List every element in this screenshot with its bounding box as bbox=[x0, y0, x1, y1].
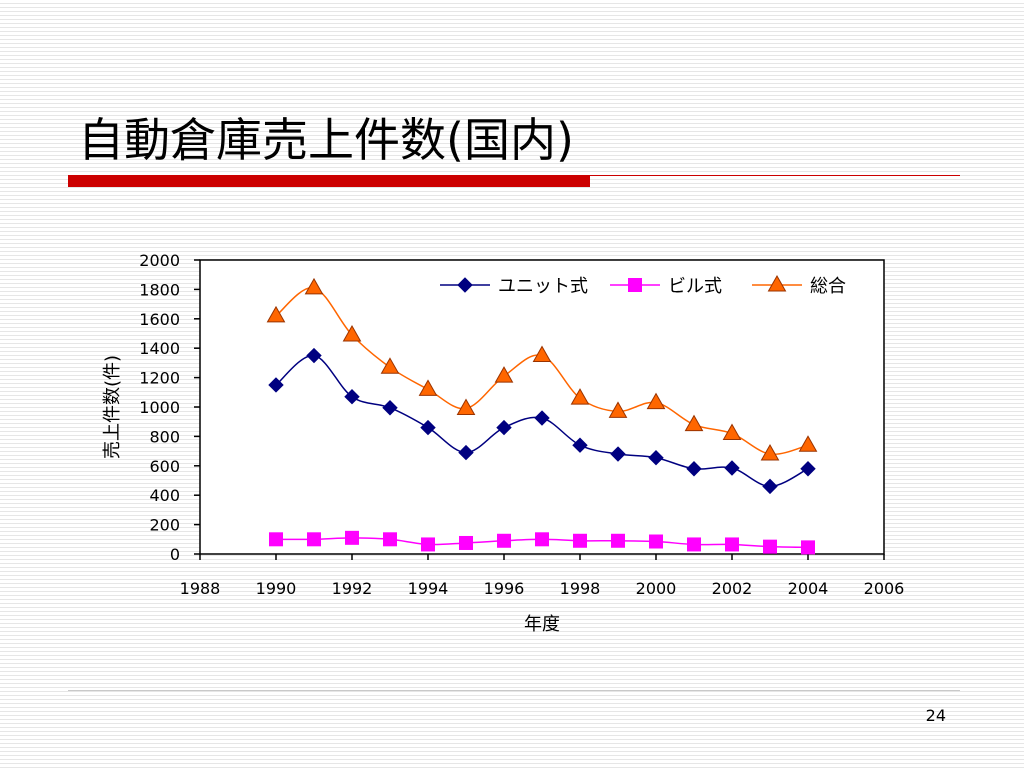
x-tick-label: 1992 bbox=[332, 579, 373, 598]
data-point bbox=[458, 444, 474, 461]
data-point bbox=[646, 392, 666, 410]
data-point bbox=[762, 478, 778, 495]
y-tick-label: 2000 bbox=[139, 251, 180, 270]
data-point bbox=[534, 410, 550, 426]
x-tick-label: 1988 bbox=[180, 579, 221, 598]
slide-title: 自動倉庫売上件数(国内) bbox=[78, 113, 574, 167]
data-point bbox=[497, 533, 511, 548]
legend-item: ユニット式 bbox=[440, 276, 588, 297]
data-point bbox=[800, 461, 816, 477]
y-tick-label: 0 bbox=[170, 545, 180, 564]
x-tick-label: 1996 bbox=[484, 579, 525, 598]
y-tick-label: 800 bbox=[149, 427, 180, 446]
x-tick-label: 1998 bbox=[560, 579, 601, 598]
x-tick-label: 1994 bbox=[408, 579, 449, 598]
data-point bbox=[266, 305, 286, 323]
data-point bbox=[798, 435, 818, 452]
title-underline-thin bbox=[590, 175, 960, 176]
y-axis-label: 売上件数(件) bbox=[102, 355, 123, 459]
data-point bbox=[420, 419, 436, 436]
plot-area bbox=[199, 259, 885, 555]
legend-label: ユニット式 bbox=[498, 276, 588, 297]
data-point bbox=[724, 460, 740, 476]
y-tick-label: 200 bbox=[149, 516, 180, 535]
y-tick-label: 400 bbox=[149, 486, 180, 505]
data-point bbox=[304, 277, 324, 295]
legend-swatch-marker bbox=[767, 274, 787, 292]
data-point bbox=[725, 537, 739, 552]
data-point bbox=[686, 461, 702, 477]
x-axis-label: 年度 bbox=[524, 614, 560, 635]
data-point bbox=[380, 357, 400, 374]
data-point bbox=[418, 379, 438, 396]
data-point bbox=[572, 437, 588, 453]
y-tick-label: 1800 bbox=[139, 280, 180, 299]
legend-label: 総合 bbox=[810, 276, 846, 297]
data-point bbox=[306, 347, 322, 364]
y-tick-label: 1600 bbox=[139, 310, 180, 329]
data-point bbox=[383, 532, 397, 547]
x-tick-label: 2004 bbox=[788, 579, 829, 598]
data-point bbox=[611, 533, 625, 548]
data-point bbox=[342, 324, 362, 342]
data-point bbox=[648, 450, 664, 466]
legend-item: ビル式 bbox=[610, 276, 722, 297]
data-point bbox=[535, 532, 549, 547]
y-tick-label: 1400 bbox=[139, 339, 180, 358]
data-point bbox=[307, 532, 321, 547]
series-1 bbox=[268, 347, 816, 495]
data-point bbox=[608, 401, 628, 418]
legend: ユニット式 ビル式 総合 bbox=[440, 274, 846, 297]
data-point bbox=[532, 345, 552, 363]
data-point bbox=[456, 398, 476, 415]
legend-swatch-marker bbox=[457, 277, 473, 293]
title-underline-thick bbox=[68, 175, 590, 187]
data-point bbox=[649, 534, 663, 549]
x-tick-label: 2006 bbox=[864, 579, 905, 598]
data-point bbox=[268, 377, 284, 393]
data-point bbox=[760, 444, 780, 461]
y-tick-label: 600 bbox=[149, 457, 180, 476]
data-point bbox=[610, 446, 626, 462]
footer-divider bbox=[68, 690, 960, 691]
data-point bbox=[570, 388, 590, 405]
data-point bbox=[801, 540, 815, 555]
data-point bbox=[496, 419, 512, 436]
data-point bbox=[687, 537, 701, 552]
x-tick-label: 2002 bbox=[712, 579, 753, 598]
page-number: 24 bbox=[925, 706, 946, 725]
series-3 bbox=[266, 277, 818, 461]
legend-item: 総合 bbox=[752, 274, 846, 297]
data-point bbox=[722, 423, 742, 440]
x-tick-label: 2000 bbox=[636, 579, 677, 598]
series-layer bbox=[266, 277, 818, 555]
x-axis-ticks: 1988 1990 1992 1994 1996 1998 2000 2002 2004 2006 bbox=[180, 554, 905, 598]
data-point bbox=[421, 537, 435, 552]
legend-swatch-marker bbox=[628, 278, 642, 292]
data-point bbox=[494, 366, 514, 383]
y-tick-label: 1000 bbox=[139, 398, 180, 417]
series-2 bbox=[269, 530, 815, 555]
legend-label: ビル式 bbox=[668, 276, 722, 297]
data-point bbox=[573, 533, 587, 548]
x-tick-label: 1990 bbox=[256, 579, 297, 598]
data-point bbox=[345, 530, 359, 545]
data-point bbox=[763, 539, 777, 554]
data-point bbox=[684, 414, 704, 432]
y-axis-ticks: 0 200 400 600 800 1000 1200 1400 1600 1800 2000 bbox=[139, 251, 200, 564]
data-point bbox=[344, 389, 360, 405]
data-point bbox=[269, 532, 283, 547]
data-point bbox=[382, 400, 398, 416]
data-point bbox=[459, 535, 473, 550]
y-tick-label: 1200 bbox=[139, 369, 180, 388]
